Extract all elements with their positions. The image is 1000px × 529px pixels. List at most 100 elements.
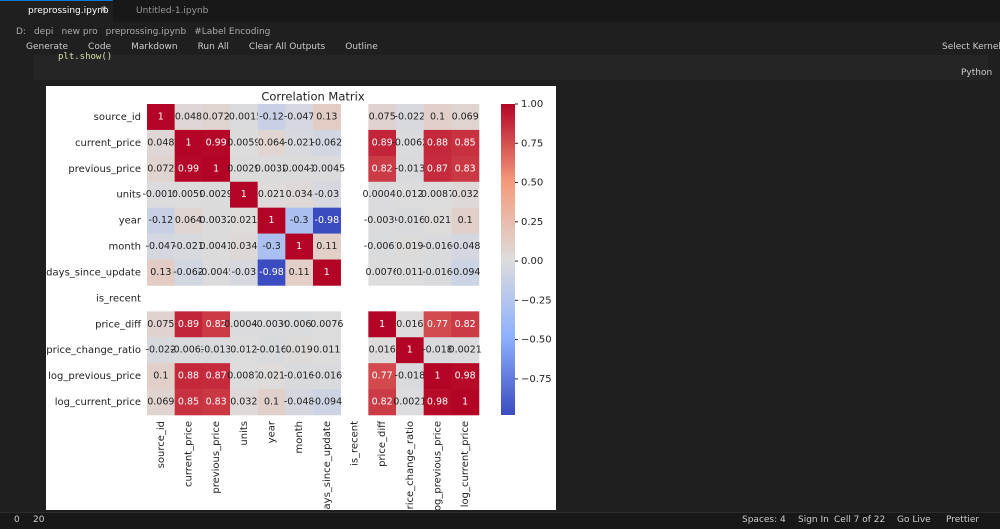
crumb[interactable]: new pro — [61, 27, 98, 37]
cell — [257, 155, 286, 183]
cell-label: -0.047 — [284, 111, 315, 122]
cell — [257, 311, 286, 338]
cell-label: 0.13 — [316, 111, 337, 122]
cell-label: -0.0061 — [364, 241, 401, 252]
tab[interactable]: preprossing.ipynb — [28, 6, 109, 16]
cell — [451, 311, 480, 338]
kernel[interactable]: Select Kernel — [942, 42, 1000, 52]
cell — [230, 207, 258, 234]
cell-label: -0.094 — [312, 397, 343, 408]
cell-label: -0.0039 — [253, 319, 290, 330]
cell-label: -0.0039 — [364, 215, 401, 226]
chart-title: Correlation Matrix — [261, 90, 364, 104]
cell — [202, 181, 231, 208]
cell — [423, 259, 452, 286]
cell-label: -0.98 — [259, 267, 284, 278]
warnings[interactable]: 20 — [33, 515, 45, 525]
btn[interactable]: Run All — [197, 42, 229, 52]
go-live[interactable]: Go Live — [897, 515, 931, 525]
errors[interactable]: 0 — [14, 515, 20, 525]
cell-label: -0.016 — [422, 267, 453, 278]
crumb[interactable]: D: — [16, 27, 26, 37]
prettier[interactable]: Prettier — [946, 515, 980, 525]
cell — [396, 129, 424, 157]
x-tick-label: current_price — [184, 421, 195, 487]
cell-label: 1 — [268, 215, 274, 226]
crumb[interactable]: #Label Encoding — [194, 27, 271, 37]
cell-label: -0.016 — [395, 215, 426, 226]
cell-label: -0.016 — [422, 241, 453, 252]
code: plt.show() — [58, 52, 113, 62]
cell[interactable]: Cell 7 of 22 — [834, 515, 886, 525]
cell — [257, 233, 286, 260]
cell — [147, 337, 175, 364]
x-tick-label: log_current_price — [460, 421, 471, 507]
y-tick-label: current_price — [75, 138, 141, 149]
cell — [451, 363, 480, 390]
btn[interactable]: Code — [88, 42, 112, 52]
cell — [230, 337, 258, 364]
cell-label: 0.83 — [206, 397, 227, 408]
cell-label: 0.0076 — [310, 319, 343, 330]
cell — [147, 104, 175, 131]
cell — [423, 129, 452, 157]
cell-label: 0.0087 — [227, 371, 260, 382]
cell — [257, 337, 286, 364]
cell — [451, 337, 480, 364]
cell — [230, 155, 258, 183]
language[interactable]: Python — [961, 68, 993, 78]
cell — [147, 129, 175, 157]
cell — [423, 389, 452, 416]
cell-label: 0.83 — [455, 163, 476, 174]
cell-label: 0.011 — [313, 345, 340, 356]
cell-label: 0.021 — [258, 371, 285, 382]
cell — [257, 363, 286, 390]
cell-label: 1 — [185, 137, 191, 148]
cell — [174, 363, 203, 390]
tab[interactable]: Untitled-1.ipynb — [136, 6, 209, 16]
close[interactable]: × — [100, 5, 108, 15]
cell — [257, 104, 286, 131]
cell — [285, 389, 314, 416]
cell-label: 0.0029 — [200, 189, 233, 200]
cell — [147, 155, 175, 183]
cell — [174, 389, 203, 416]
cell-label: 1 — [407, 345, 413, 356]
x-tick-label: log_previous_price — [433, 421, 444, 514]
cell — [147, 311, 175, 338]
cell — [396, 233, 424, 260]
y-tick-label: previous_price — [68, 164, 141, 175]
cell-label: -0.047 — [146, 241, 177, 252]
cell — [423, 155, 452, 183]
btn[interactable]: Generate — [26, 42, 69, 52]
cell — [451, 155, 480, 183]
crumb[interactable]: depi — [33, 27, 54, 37]
cell — [396, 363, 424, 390]
colorbar-tick-label: −0.25 — [521, 295, 552, 306]
cell — [423, 233, 452, 260]
cell-label: -0.018 — [395, 371, 426, 382]
cell — [368, 181, 397, 208]
cell-label: 0.82 — [455, 319, 476, 330]
cell-label: 0.012 — [396, 189, 423, 200]
spaces[interactable]: Spaces: 4 — [742, 515, 786, 525]
btn[interactable]: Clear All Outputs — [248, 42, 326, 52]
btn[interactable]: Markdown — [131, 42, 178, 52]
active-tab[interactable] — [0, 0, 113, 23]
cell-label: 0.048 — [147, 137, 174, 148]
x-tick-label: month — [294, 421, 305, 453]
cell — [396, 207, 424, 234]
cell — [257, 259, 286, 286]
cell — [257, 129, 286, 157]
cell-label: 0.0032 — [255, 163, 288, 174]
sign-in[interactable]: Sign In — [798, 515, 829, 525]
x-tick-label: days_since_update — [322, 421, 333, 516]
cell — [202, 259, 231, 286]
crumb[interactable]: preprossing.ipynb — [105, 27, 187, 37]
cell — [230, 363, 258, 390]
cell — [257, 181, 286, 208]
btn[interactable]: Outline — [345, 42, 378, 52]
code-cell[interactable] — [34, 55, 988, 80]
cell — [230, 259, 258, 286]
cell-label: 0.011 — [396, 267, 423, 278]
